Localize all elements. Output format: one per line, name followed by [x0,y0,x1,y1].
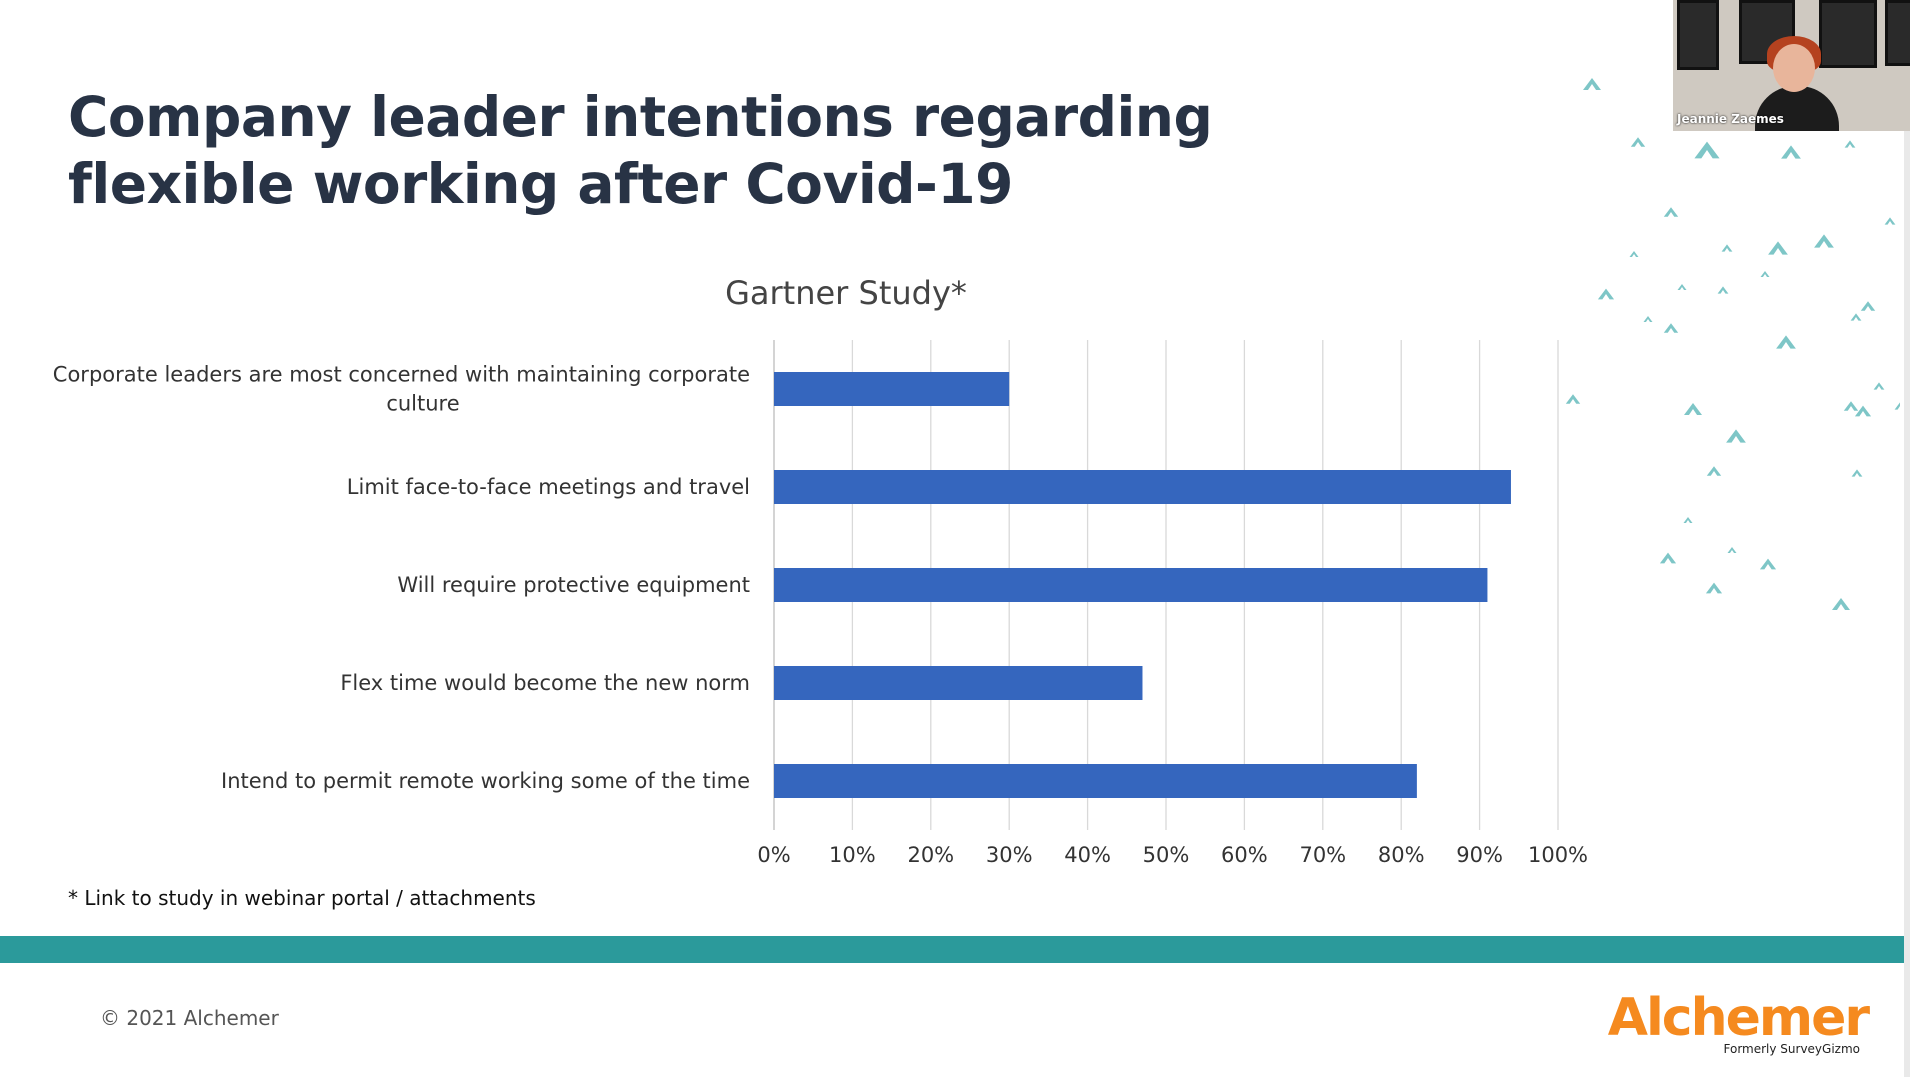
slide-title: Company leader intentions regarding flex… [68,84,1213,218]
triangle-decoration [1630,137,1646,147]
triangle-decoration [1643,316,1653,322]
chart-title: Gartner Study* [725,274,967,312]
triangle-decoration [1759,558,1777,570]
x-tick-label: 100% [1528,843,1588,867]
decorative-triangle-pattern [1565,78,1900,610]
triangle-decoration [1776,335,1796,349]
alchemer-logo: Alchemer Formerly SurveyGizmo [1568,988,1870,1060]
triangle-decoration [1705,582,1723,594]
triangle-decoration [1844,140,1856,148]
x-tick-label: 60% [1221,843,1268,867]
triangle-decoration [1663,323,1679,333]
footnote: * Link to study in webinar portal / atta… [68,886,536,910]
category-label: Will require protective equipment [397,573,750,597]
x-tick-label: 70% [1299,843,1346,867]
bar [774,470,1511,504]
triangle-decoration [1832,598,1850,610]
bar-chart: Gartner Study* Corporate leaders are mos… [53,274,1588,867]
triangle-decoration [1706,466,1722,476]
participant-video-tile[interactable]: Jeannie Zaemes [1673,0,1910,131]
triangle-decoration [1894,402,1900,410]
triangle-decoration [1726,429,1746,443]
triangle-decoration [1565,394,1581,404]
triangle-decoration [1873,382,1885,390]
triangle-decoration [1694,141,1720,159]
x-tick-label: 20% [907,843,954,867]
category-label: Limit face-to-face meetings and travel [347,475,750,499]
wall-picture-frame [1819,0,1877,68]
triangle-decoration [1663,207,1679,217]
triangle-decoration [1760,271,1770,277]
triangle-decoration [1884,217,1896,225]
bar [774,666,1143,700]
triangle-decoration [1684,403,1702,415]
triangle-decoration [1727,547,1737,553]
triangle-decoration [1677,284,1687,290]
chart-tick-labels: 0% 10% 20% 30% 40% 50% 60% 70% 80% 90% 100% [757,843,1588,867]
triangle-decoration [1659,552,1677,564]
slide-title-line-1: Company leader intentions regarding [68,85,1213,149]
triangle-decoration [1850,313,1862,321]
triangle-decoration [1768,241,1788,255]
triangle-decoration [1860,301,1876,311]
wall-picture-frame [1885,0,1910,66]
bar [774,568,1488,602]
copyright-text: © 2021 Alchemer [100,1006,279,1030]
x-tick-label: 50% [1143,843,1190,867]
category-label: Corporate leaders are most concerned wit… [53,363,750,387]
triangle-decoration [1629,251,1639,257]
triangle-decoration [1583,78,1601,90]
category-label: culture [386,392,459,416]
x-tick-label: 80% [1378,843,1425,867]
bar [774,764,1417,798]
triangle-decoration [1814,234,1834,248]
triangle-decoration [1717,286,1729,294]
triangle-decoration [1854,405,1872,417]
wall-picture-frame [1677,0,1719,70]
logo-wordmark: Alchemer [1607,988,1870,1048]
x-tick-label: 30% [986,843,1033,867]
participant-name-label: Jeannie Zaemes [1677,112,1784,126]
chart-category-labels: Corporate leaders are most concerned wit… [53,363,750,794]
triangle-decoration [1721,244,1733,252]
chart-bars [774,372,1511,798]
x-tick-label: 90% [1456,843,1503,867]
triangle-decoration [1851,469,1863,477]
category-label: Intend to permit remote working some of … [221,769,750,793]
triangle-decoration [1597,288,1615,300]
x-tick-label: 0% [757,843,790,867]
triangle-decoration [1843,401,1859,411]
triangle-decoration [1781,145,1801,159]
logo-subtext: Formerly SurveyGizmo [1723,1042,1861,1056]
participant-head [1773,44,1815,92]
window-edge [1904,0,1910,1077]
x-tick-label: 40% [1064,843,1111,867]
triangle-decoration [1683,517,1693,523]
x-tick-label: 10% [829,843,876,867]
slide-title-line-2: flexible working after Covid-19 [68,152,1013,216]
footer-band [0,936,1904,963]
category-label: Flex time would become the new norm [340,671,750,695]
bar [774,372,1010,406]
